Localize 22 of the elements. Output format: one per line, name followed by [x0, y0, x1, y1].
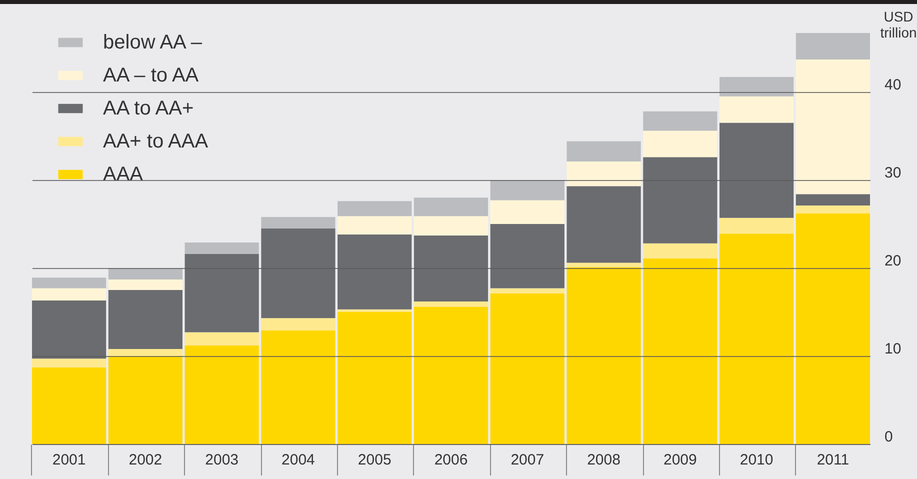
x-tick-label: 2004 [282, 452, 315, 468]
x-tick-label: 2011 [816, 452, 850, 468]
x-tick-label: 2002 [128, 452, 162, 468]
x-tick-label: 2007 [510, 452, 544, 468]
legend-label: below AA – [103, 32, 203, 54]
x-tick-label: 2010 [740, 452, 774, 468]
x-tick-label: 2001 [52, 452, 86, 468]
x-tick-label: 2003 [205, 452, 239, 468]
legend-label: AA to AA+ [103, 98, 194, 120]
x-tick-label: 2008 [587, 452, 620, 468]
legend-label: AA – to AA [103, 64, 200, 86]
legend-label: AA+ to AAA [103, 130, 209, 152]
x-tick-label: 2005 [358, 452, 392, 468]
y-tick-label: 30 [884, 164, 902, 182]
x-tick-label: 2009 [663, 452, 697, 468]
legend-label: AAA [103, 164, 144, 186]
y-tick-label: 40 [884, 76, 902, 94]
y-tick-label: 10 [884, 340, 902, 358]
y-axis-title: USD trillion [880, 8, 917, 40]
y-tick-label: 0 [884, 428, 893, 446]
y-tick-label: 20 [884, 252, 902, 270]
x-tick-label: 2006 [434, 452, 468, 468]
